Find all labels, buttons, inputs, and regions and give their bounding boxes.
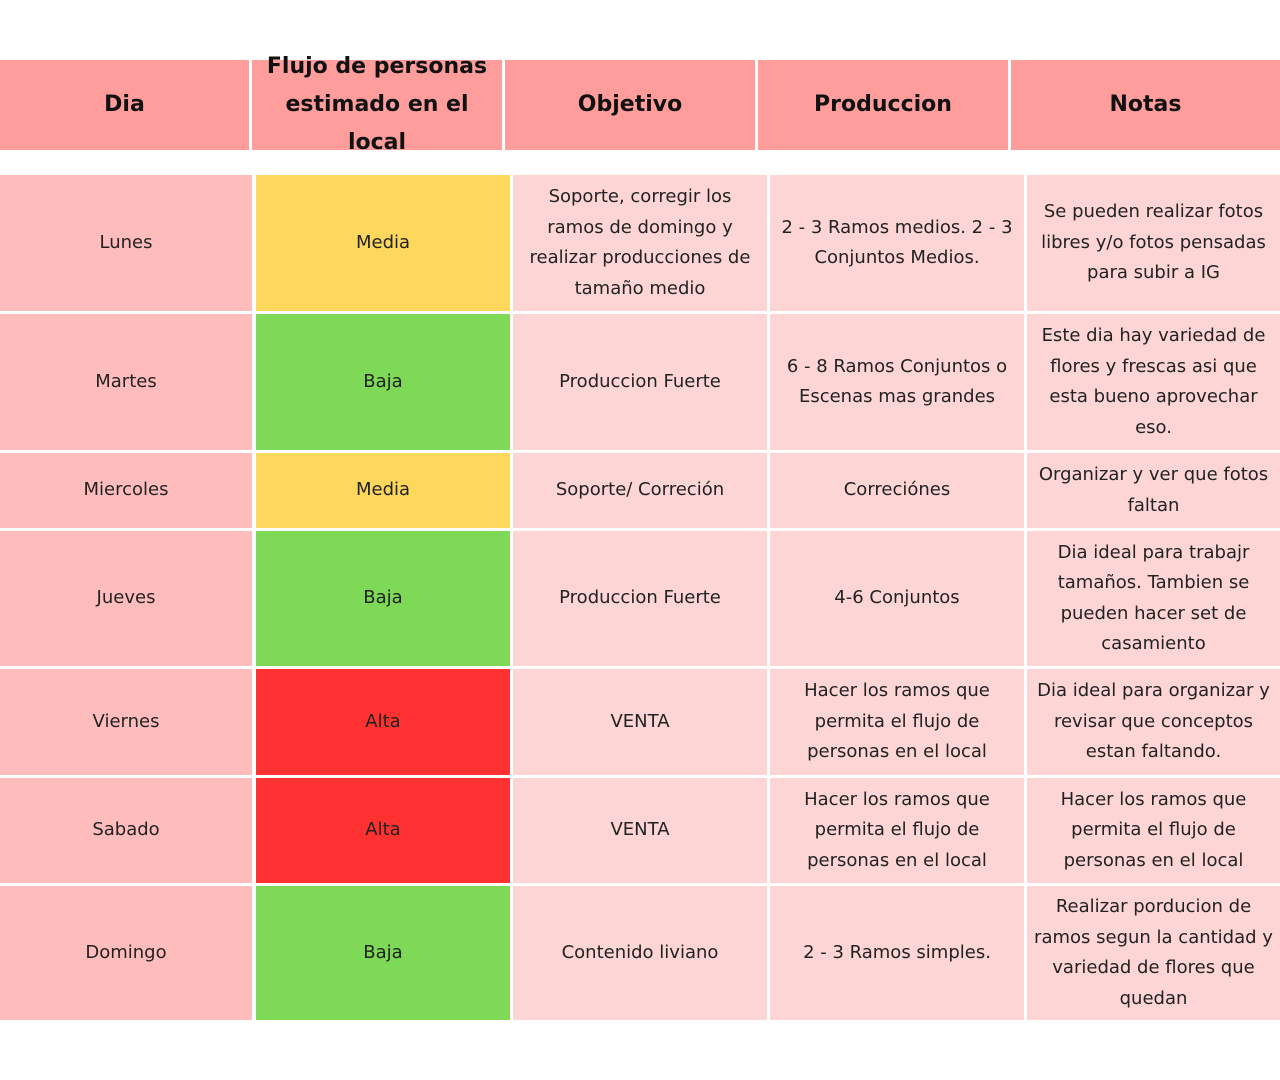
notas-cell: Hacer los ramos que permita el flujo de … — [1027, 778, 1280, 883]
produccion-cell: 4-6 Conjuntos — [770, 531, 1024, 666]
header-cell: Dia — [0, 60, 249, 150]
dia-cell: Martes — [0, 314, 252, 450]
objetivo-cell: Soporte/ Correción — [513, 453, 767, 528]
flujo-cell: Baja — [256, 531, 510, 666]
header-cell: Notas — [1011, 60, 1280, 150]
objetivo-cell: Contenido liviano — [513, 886, 767, 1020]
objetivo-cell: Produccion Fuerte — [513, 314, 767, 450]
produccion-cell: 6 - 8 Ramos Conjuntos o Escenas mas gran… — [770, 314, 1024, 450]
objetivo-cell: VENTA — [513, 669, 767, 775]
dia-cell: Viernes — [0, 669, 252, 775]
flujo-cell: Baja — [256, 886, 510, 1020]
objetivo-cell: VENTA — [513, 778, 767, 883]
notas-cell: Realizar porducion de ramos segun la can… — [1027, 886, 1280, 1020]
objetivo-cell: Produccion Fuerte — [513, 531, 767, 666]
produccion-cell: Hacer los ramos que permita el flujo de … — [770, 669, 1024, 775]
produccion-cell: 2 - 3 Ramos simples. — [770, 886, 1024, 1020]
dia-cell: Sabado — [0, 778, 252, 883]
header-cell: Flujo de personas estimado en el local — [252, 54, 502, 155]
flujo-cell: Media — [256, 175, 510, 311]
dia-cell: Domingo — [0, 886, 252, 1020]
dia-cell: Jueves — [0, 531, 252, 666]
header-cell: Produccion — [758, 60, 1008, 150]
flujo-cell: Alta — [256, 669, 510, 775]
header-cell: Objetivo — [505, 60, 755, 150]
flujo-cell: Alta — [256, 778, 510, 883]
notas-cell: Dia ideal para organizar y revisar que c… — [1027, 669, 1280, 775]
flujo-cell: Media — [256, 453, 510, 528]
produccion-cell: Hacer los ramos que permita el flujo de … — [770, 778, 1024, 883]
notas-cell: Organizar y ver que fotos faltan — [1027, 453, 1280, 528]
notas-cell: Se pueden realizar fotos libres y/o foto… — [1027, 175, 1280, 311]
dia-cell: Lunes — [0, 175, 252, 311]
produccion-cell: 2 - 3 Ramos medios. 2 - 3 Conjuntos Medi… — [770, 175, 1024, 311]
flujo-cell: Baja — [256, 314, 510, 450]
objetivo-cell: Soporte, corregir los ramos de domingo y… — [513, 175, 767, 311]
dia-cell: Miercoles — [0, 453, 252, 528]
notas-cell: Este dia hay variedad de flores y fresca… — [1027, 314, 1280, 450]
notas-cell: Dia ideal para trabajr tamaños. Tambien … — [1027, 531, 1280, 666]
produccion-cell: Correciónes — [770, 453, 1024, 528]
